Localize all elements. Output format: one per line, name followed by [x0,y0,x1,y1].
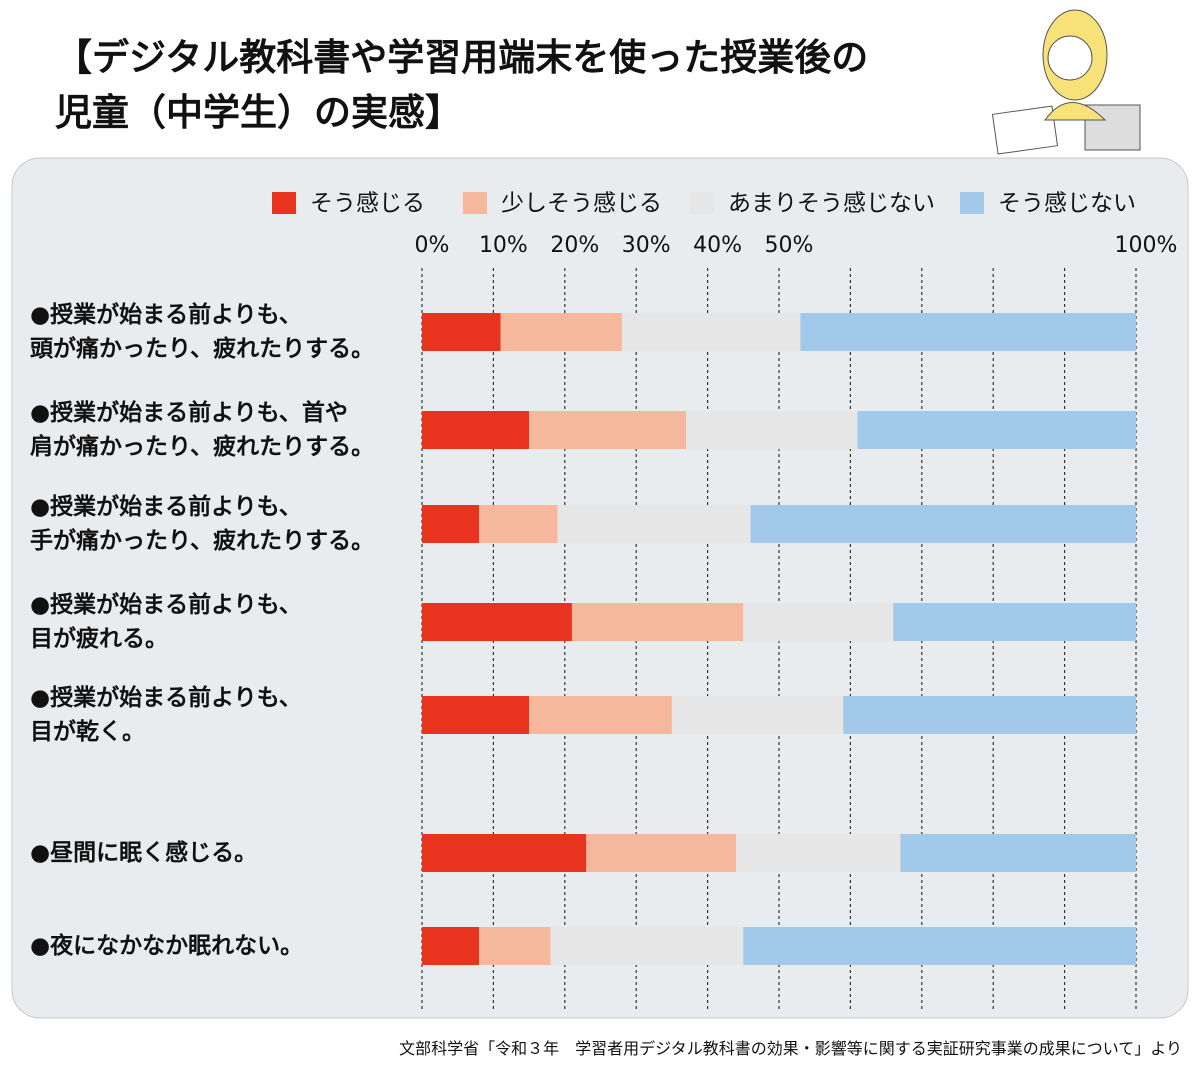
panel [11,157,1189,1019]
bar-segment [529,411,687,449]
bar-segment [900,834,1136,872]
bar-segment [671,696,844,734]
legend-swatch [463,192,487,214]
y-tick-label: ●授業が始まる前よりも、 目が乾く。 [30,685,302,745]
bar-segment [557,505,751,543]
bar-segment [843,696,1136,734]
x-tick-label: 10% [479,233,528,258]
y-tick-label: ●授業が始まる前よりも、 目が疲れる。 [30,592,302,652]
x-tick-label: 30% [622,233,671,258]
legend-swatch [272,192,296,214]
source-note: 文部科学省「令和３年 学習者用デジタル教科書の効果・影響等に関する実証研究事業の… [399,1039,1182,1058]
legend-label: そう感じる [310,191,425,217]
y-tick-label: ●昼間に眠く感じる。 [30,840,258,866]
bar-segment [479,927,551,965]
bar-segment [743,603,894,641]
bar-segment [743,927,1136,965]
legend-label: 少しそう感じる [501,191,662,217]
x-tick-label: 20% [550,233,599,258]
chart-title: 【デジタル教科書や学習用端末を使った授業後の 児童（中学生）の実感】 [55,36,869,134]
bar-segment [586,834,737,872]
bar-segment [621,313,801,351]
legend-label: あまりそう感じない [728,191,935,217]
bar-segment [422,927,480,965]
illustration [991,9,1141,155]
x-tick-label: 100% [1115,233,1178,258]
bar-segment [422,603,572,641]
bar-segment [750,505,1136,543]
y-tick-label: ●授業が始まる前よりも、 手が痛かったり、疲れたりする。 [30,494,375,554]
x-tick-label: 40% [693,233,742,258]
legend-label: そう感じない [998,191,1136,217]
legend-swatch [960,192,984,214]
bar-segment [422,313,501,351]
y-tick-label: ●授業が始まる前よりも、首や 肩が痛かったり、疲れたりする。 [30,400,375,460]
bar-segment [422,834,587,872]
bar-segment [571,603,744,641]
bar-segment [529,696,672,734]
legend-swatch [690,192,714,214]
bar-segment [550,927,744,965]
bar-segment [736,834,901,872]
bar-segment [857,411,1136,449]
bar-segment [422,505,480,543]
x-tick-label: 0% [415,233,450,258]
bar-segment [800,313,1136,351]
bar-segment [422,411,530,449]
x-tick-label: 50% [765,233,814,258]
bar-segment [422,696,530,734]
bar-segment [500,313,622,351]
bar-segment [686,411,858,449]
y-tick-label: ●夜になかなか眠れない。 [30,933,304,959]
bar-segment [479,505,558,543]
bar-segment [893,603,1136,641]
y-tick-label: ●授業が始まる前よりも、 頭が痛かったり、疲れたりする。 [30,302,375,362]
